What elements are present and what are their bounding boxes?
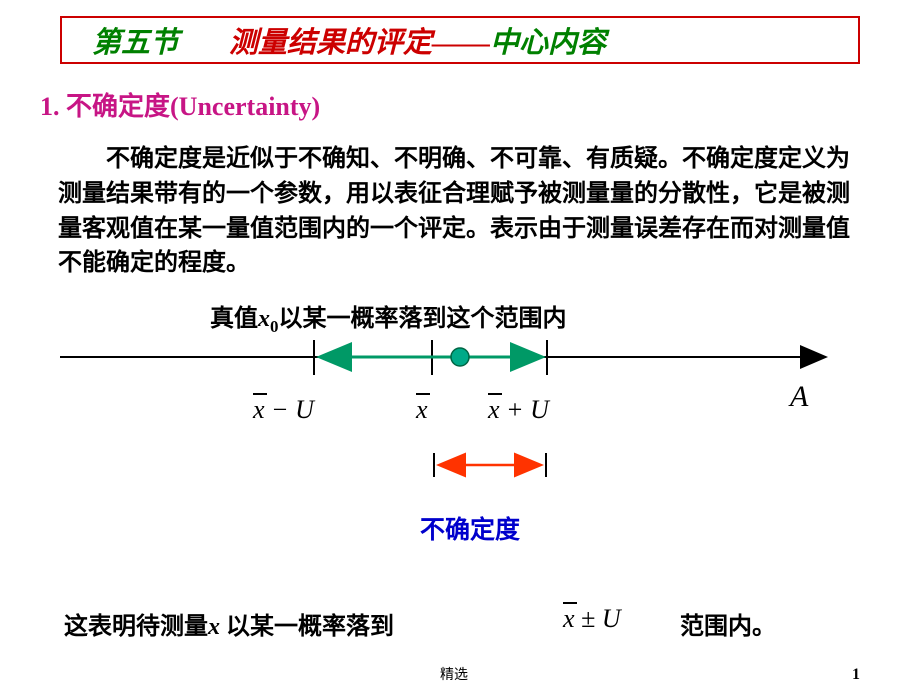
uncertainty-label: 不确定度 — [420, 510, 520, 546]
number-line-diagram — [60, 335, 840, 515]
xbar: x — [488, 395, 500, 425]
bottom-pre: 这表明待测量 — [64, 614, 208, 640]
conclusion-line: 这表明待测量x 以某一概率落到 — [64, 606, 394, 641]
expr-xbar-plus-u: x + U — [488, 395, 549, 425]
subtitle-en: (Uncertainty) — [170, 92, 320, 121]
body-paragraph: 不确定度是近似于不确知、不明确、不可靠、有质疑。不确定度定义为测量结果带有的一个… — [58, 142, 868, 281]
page-number: 1 — [852, 666, 860, 684]
center-dot — [451, 348, 469, 366]
pm-u: ± U — [575, 604, 621, 633]
title-part1: 第五节 — [92, 19, 179, 61]
caption-sub: 0 — [270, 317, 279, 336]
subsection-heading: 1. 不确定度(Uncertainty) — [40, 86, 320, 123]
axis-label-a: A — [790, 380, 808, 414]
section-title-box: 第五节 测量结果的评定—— 中心内容 — [60, 16, 860, 64]
expr-xbar-minus-u: x − U — [253, 395, 314, 425]
bottom-tail: 范围内。 — [680, 606, 776, 641]
caption-post: 以某一概率落到这个范围内 — [279, 306, 567, 332]
plus-u: + U — [500, 395, 549, 424]
footer-text: 精选 — [440, 664, 468, 684]
xbar: x — [563, 604, 575, 634]
bottom-mid: 以某一概率落到 — [226, 614, 394, 640]
diagram-caption: 真值x0以某一概率落到这个范围内 — [210, 298, 567, 337]
xbar: x — [253, 395, 265, 425]
expr-xbar-pm-u: x ± U — [563, 604, 621, 634]
title-part3: 中心内容 — [490, 19, 606, 61]
subtitle-num: 1. — [40, 92, 66, 121]
expr-xbar: x — [416, 395, 428, 425]
caption-pre: 真值 — [210, 306, 258, 332]
subtitle-zh: 不确定度 — [66, 92, 170, 121]
caption-var: x — [258, 306, 270, 332]
title-part2: 测量结果的评定—— — [229, 19, 490, 61]
bottom-var: x — [208, 614, 226, 640]
xbar: x — [416, 395, 428, 425]
minus-u: − U — [265, 395, 314, 424]
